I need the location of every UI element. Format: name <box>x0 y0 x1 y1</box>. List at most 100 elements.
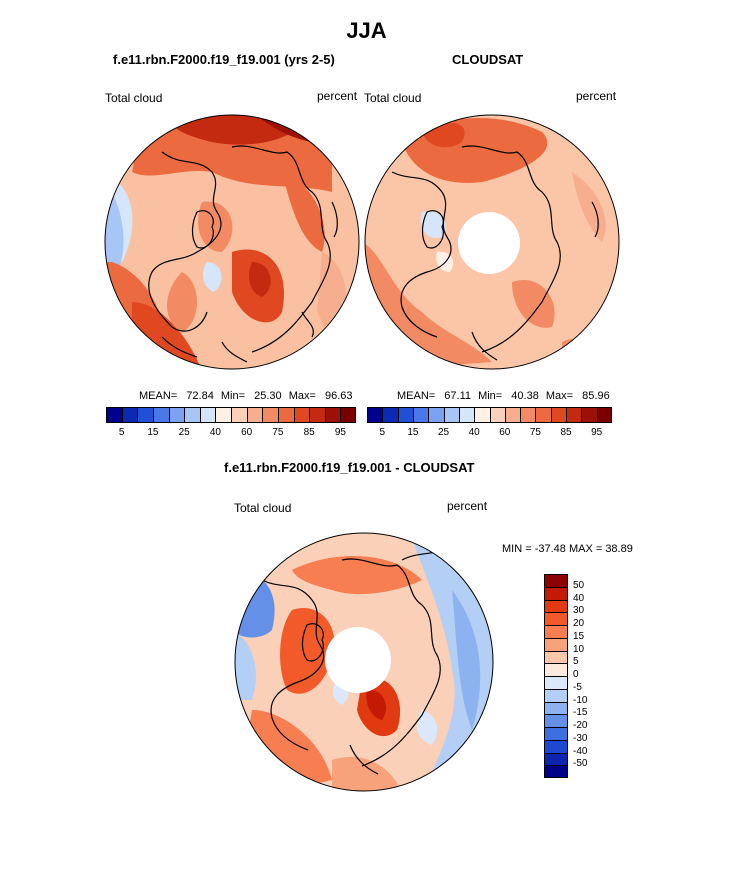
model-stats: MEAN= 72.84 Min= 25.30 Max= 96.63 <box>139 390 353 402</box>
model-colorbar-tick: 15 <box>147 427 159 438</box>
obs-mean-label: MEAN= <box>397 390 436 402</box>
diff-colorbar-tick: -5 <box>573 681 582 693</box>
model-variable-label: Total cloud <box>105 91 163 105</box>
model-colorbar-box <box>246 407 263 423</box>
model-mean-label: MEAN= <box>139 390 178 402</box>
model-max-label: Max= <box>288 390 316 402</box>
diff-colorbar-box <box>544 714 568 727</box>
obs-colorbar-box <box>550 407 567 423</box>
model-colorbar-box <box>137 407 153 423</box>
obs-colorbar-tick: 85 <box>560 427 572 438</box>
obs-colorbar <box>367 407 612 423</box>
model-colorbar-box <box>309 407 325 423</box>
obs-colorbar-box <box>458 407 475 423</box>
obs-polar-gap <box>458 212 520 274</box>
obs-colorbar-box <box>474 407 490 423</box>
diff-colorbar-tick: 50 <box>573 579 585 591</box>
diff-colorbar-box <box>544 574 568 587</box>
model-colorbar-box <box>121 407 138 423</box>
diff-panel-title: f.e11.rbn.F2000.f19_f19.001 - CLOUDSAT <box>224 460 475 475</box>
obs-colorbar-box <box>367 407 383 423</box>
obs-colorbar-box <box>535 407 551 423</box>
model-mean-value: 72.84 <box>186 390 214 402</box>
model-colorbar-tick: 25 <box>178 427 190 438</box>
diff-colorbar-tick: 15 <box>573 630 585 642</box>
diff-colorbar-box <box>544 625 568 638</box>
model-colorbar-box <box>277 407 294 423</box>
model-colorbar-box <box>184 407 200 423</box>
obs-colorbar-ticks: 5 15 25 40 60 75 85 95 <box>367 427 612 441</box>
diff-colorbar-box <box>544 637 568 651</box>
diff-colorbar-box <box>544 676 568 689</box>
diff-colorbar-box <box>544 727 568 740</box>
diff-polar-map <box>234 532 494 792</box>
diff-polar-gap <box>325 627 391 693</box>
obs-colorbar-box <box>581 407 597 423</box>
model-colorbar-box <box>340 407 356 423</box>
model-colorbar <box>106 407 356 423</box>
diff-colorbar-tick: 20 <box>573 618 585 629</box>
obs-colorbar-tick: 40 <box>468 427 480 438</box>
diff-colorbar-tick: -20 <box>573 720 588 731</box>
model-colorbar-box <box>231 407 247 423</box>
model-colorbar-box <box>152 407 169 423</box>
diff-units-label: percent <box>447 499 488 513</box>
model-colorbar-box <box>168 407 185 423</box>
diff-colorbar-tick: -10 <box>573 694 588 706</box>
model-colorbar-tick: 60 <box>241 427 253 438</box>
obs-colorbar-tick: 75 <box>529 427 541 438</box>
obs-colorbar-box <box>428 407 444 423</box>
obs-colorbar-box <box>412 407 429 423</box>
diff-colorbar-tick: 5 <box>573 656 579 668</box>
model-colorbar-tick: 40 <box>209 427 221 438</box>
figure-title: JJA <box>346 18 387 43</box>
diff-colorbar <box>544 574 568 778</box>
diff-colorbar-tick: -50 <box>573 758 588 770</box>
obs-colorbar-box <box>397 407 413 423</box>
model-colorbar-box <box>293 407 310 423</box>
diff-colorbar-ticks: 50 40 30 20 15 10 5 0 -5 -10 -15 -20 -30 -40 -50 <box>573 574 613 778</box>
model-units-label: percent <box>317 89 358 103</box>
model-field <box>105 115 359 369</box>
obs-colorbar-tick: 5 <box>379 427 386 438</box>
diff-colorbar-tick: 0 <box>573 669 579 680</box>
diff-colorbar-tick: -40 <box>573 745 588 757</box>
obs-coastlines <box>391 145 599 361</box>
diff-colorbar-tick: 10 <box>573 643 585 655</box>
diff-colorbar-box <box>544 586 568 600</box>
diff-colorbar-box <box>544 752 568 766</box>
model-polar-map <box>104 114 360 370</box>
obs-colorbar-tick: 25 <box>438 427 450 438</box>
model-colorbar-tick: 95 <box>334 427 346 438</box>
diff-colorbar-box <box>544 599 568 613</box>
obs-colorbar-box <box>382 407 398 423</box>
model-colorbar-box <box>262 407 278 423</box>
model-min-label: Min= <box>220 390 246 402</box>
obs-colorbar-tick: 95 <box>591 427 603 438</box>
model-panel-title: f.e11.rbn.F2000.f19_f19.001 (yrs 2-5) <box>113 52 335 67</box>
diff-colorbar-box <box>544 612 568 625</box>
model-colorbar-tick: 85 <box>303 427 315 438</box>
diff-colorbar-tick: -30 <box>573 732 588 744</box>
obs-colorbar-box <box>596 407 612 423</box>
diff-colorbar-tick: -15 <box>573 707 588 719</box>
obs-variable-label: Total cloud <box>364 91 422 105</box>
obs-min-label: Min= <box>478 390 503 402</box>
obs-colorbar-box <box>566 407 582 423</box>
obs-polar-map <box>364 114 620 370</box>
obs-mean-value: 67.11 <box>444 390 471 402</box>
obs-colorbar-box <box>489 407 505 423</box>
obs-colorbar-box <box>520 407 536 423</box>
diff-minmax: MIN = -37.48 MAX = 38.89 <box>502 543 633 555</box>
diff-colorbar-box <box>544 701 568 715</box>
diff-colorbar-box <box>544 650 568 664</box>
obs-units-label: percent <box>576 89 617 103</box>
diff-variable-label: Total cloud <box>234 501 292 515</box>
model-colorbar-box <box>215 407 231 423</box>
model-colorbar-box <box>199 407 216 423</box>
diff-colorbar-box <box>544 765 568 778</box>
obs-colorbar-box <box>504 407 521 423</box>
model-colorbar-tick: 5 <box>118 427 125 438</box>
model-min-value: 25.30 <box>254 390 282 402</box>
diff-colorbar-box <box>544 688 568 702</box>
